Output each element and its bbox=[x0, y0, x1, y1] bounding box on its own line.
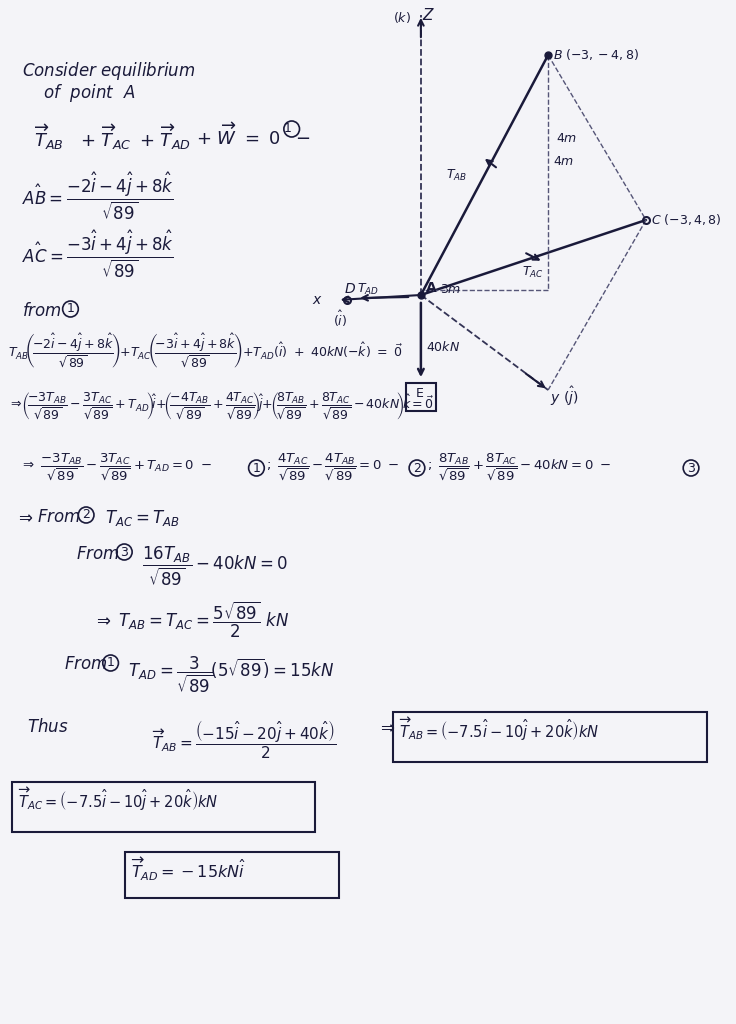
Text: $T_{AC}$: $T_{AC}$ bbox=[522, 265, 543, 281]
Text: $T_{AD}$: $T_{AD}$ bbox=[357, 282, 379, 297]
Text: $(k)$: $(k)$ bbox=[394, 10, 411, 25]
Text: 1: 1 bbox=[107, 656, 115, 670]
Text: 2: 2 bbox=[413, 462, 421, 474]
Text: $Consider\ equilibrium$: $Consider\ equilibrium$ bbox=[21, 60, 195, 82]
Bar bbox=[394, 712, 707, 762]
Text: $40kN$: $40kN$ bbox=[426, 340, 460, 354]
Text: $B\ (-3,-4,8)$: $B\ (-3,-4,8)$ bbox=[553, 47, 639, 62]
Text: 1: 1 bbox=[284, 123, 291, 135]
Text: $From$: $From$ bbox=[77, 545, 120, 563]
Text: $\ \dfrac{16T_{AB}}{\sqrt{89}}-40kN=0$: $\ \dfrac{16T_{AB}}{\sqrt{89}}-40kN=0$ bbox=[137, 545, 288, 589]
Text: A: A bbox=[426, 281, 436, 295]
Text: $C\ (-3,4,8)$: $C\ (-3,4,8)$ bbox=[651, 212, 721, 227]
Text: $+\ \overrightarrow{W}\ =\ 0\ \ -$: $+\ \overrightarrow{W}\ =\ 0\ \ -$ bbox=[196, 122, 310, 148]
Text: $+\ \overrightarrow{T}_{AD}$: $+\ \overrightarrow{T}_{AD}$ bbox=[139, 122, 191, 152]
Bar bbox=[12, 782, 315, 831]
Text: Z: Z bbox=[423, 8, 434, 23]
Text: $\Rightarrow\!\left(\!\dfrac{-3T_{AB}}{\sqrt{89}}-\dfrac{3T_{AC}}{\sqrt{89}}+T_{: $\Rightarrow\!\left(\!\dfrac{-3T_{AB}}{\… bbox=[8, 390, 434, 421]
Text: $\Rightarrow\ T_{AB}=T_{AC}=\dfrac{5\sqrt{89}}{2}\ kN$: $\Rightarrow\ T_{AB}=T_{AC}=\dfrac{5\sqr… bbox=[93, 600, 289, 640]
Text: $x$: $x$ bbox=[312, 293, 323, 307]
Text: $\ T_{AD}=\dfrac{3}{\sqrt{89}}\!\left(5\sqrt{89}\right)=15kN$: $\ T_{AD}=\dfrac{3}{\sqrt{89}}\!\left(5\… bbox=[124, 655, 335, 695]
Text: $From$: $From$ bbox=[38, 508, 81, 526]
Text: $+\ \overrightarrow{T}_{AC}$: $+\ \overrightarrow{T}_{AC}$ bbox=[80, 122, 132, 152]
Text: $T_{AB}\!\left(\!\dfrac{-2\hat{i}-4\hat{j}+8\hat{k}}{\sqrt{89}}\!\right)$$+T_{AC: $T_{AB}\!\left(\!\dfrac{-2\hat{i}-4\hat{… bbox=[8, 332, 403, 371]
Text: 2: 2 bbox=[82, 509, 90, 521]
Text: $T_{AB}$: $T_{AB}$ bbox=[446, 168, 467, 183]
Text: $\Rightarrow\ \dfrac{-3T_{AB}}{\sqrt{89}}-\dfrac{3T_{AC}}{\sqrt{89}}+T_{AD}=0\ -: $\Rightarrow\ \dfrac{-3T_{AB}}{\sqrt{89}… bbox=[20, 452, 211, 482]
Text: $\hat{AB} = \dfrac{-2\hat{i}-4\hat{j}+8\hat{k}}{\sqrt{89}}$: $\hat{AB} = \dfrac{-2\hat{i}-4\hat{j}+8\… bbox=[21, 170, 174, 222]
Text: 3: 3 bbox=[687, 462, 695, 474]
Text: 1: 1 bbox=[66, 302, 74, 315]
Text: E: E bbox=[416, 387, 424, 400]
Bar bbox=[125, 852, 339, 898]
Text: $\Rightarrow$: $\Rightarrow$ bbox=[377, 718, 395, 736]
Bar bbox=[406, 383, 436, 411]
Text: 1: 1 bbox=[252, 462, 261, 474]
Text: $\overrightarrow{T}_{AC}=\left(-7.5\hat{i}-10\hat{j}+20\hat{k}\right)kN$: $\overrightarrow{T}_{AC}=\left(-7.5\hat{… bbox=[18, 786, 218, 813]
Text: $from$: $from$ bbox=[21, 302, 61, 319]
Text: $\Rightarrow$: $\Rightarrow$ bbox=[15, 508, 33, 526]
Text: $3m$: $3m$ bbox=[440, 283, 461, 296]
Text: $D$: $D$ bbox=[344, 282, 355, 296]
Text: $\hat{AC} = \dfrac{-3\hat{i}+4\hat{j}+8\hat{k}}{\sqrt{89}}$: $\hat{AC} = \dfrac{-3\hat{i}+4\hat{j}+8\… bbox=[21, 228, 174, 280]
Text: $\overrightarrow{T}_{AB}=\left(-7.5\hat{i}-10\hat{j}+20\hat{k}\right)kN$: $\overrightarrow{T}_{AB}=\left(-7.5\hat{… bbox=[400, 716, 600, 743]
Text: $;\ \dfrac{8T_{AB}}{\sqrt{89}}+\dfrac{8T_{AC}}{\sqrt{89}}-40kN=0\ -$: $;\ \dfrac{8T_{AB}}{\sqrt{89}}+\dfrac{8T… bbox=[427, 452, 611, 482]
Text: $(\hat{i})$: $(\hat{i})$ bbox=[333, 309, 347, 329]
Text: $\overrightarrow{T}_{AB}$: $\overrightarrow{T}_{AB}$ bbox=[35, 122, 64, 152]
Text: $4m$: $4m$ bbox=[553, 155, 574, 168]
Text: $Thus$: $Thus$ bbox=[27, 718, 69, 736]
Text: $4m$: $4m$ bbox=[556, 132, 577, 145]
Text: $;\ \dfrac{4T_{AC}}{\sqrt{89}}-\dfrac{4T_{AB}}{\sqrt{89}}=0\ -$: $;\ \dfrac{4T_{AC}}{\sqrt{89}}-\dfrac{4T… bbox=[266, 452, 400, 482]
Text: 3: 3 bbox=[121, 546, 128, 558]
Text: $\overrightarrow{T}_{AD}=-15kN\hat{i}$: $\overrightarrow{T}_{AD}=-15kN\hat{i}$ bbox=[131, 856, 246, 884]
Text: $From$: $From$ bbox=[63, 655, 107, 673]
Text: $y\ (\hat{j})$: $y\ (\hat{j})$ bbox=[550, 385, 578, 409]
Text: $\overrightarrow{T}_{AB}=\dfrac{\left(-15\hat{i}-20\hat{j}+40\hat{k}\right)}{2}$: $\overrightarrow{T}_{AB}=\dfrac{\left(-1… bbox=[152, 718, 336, 761]
Text: $of\ \ point\ \ A$: $of\ \ point\ \ A$ bbox=[43, 82, 135, 104]
Text: $\ T_{AC}=T_{AB}$: $\ T_{AC}=T_{AB}$ bbox=[100, 508, 180, 528]
